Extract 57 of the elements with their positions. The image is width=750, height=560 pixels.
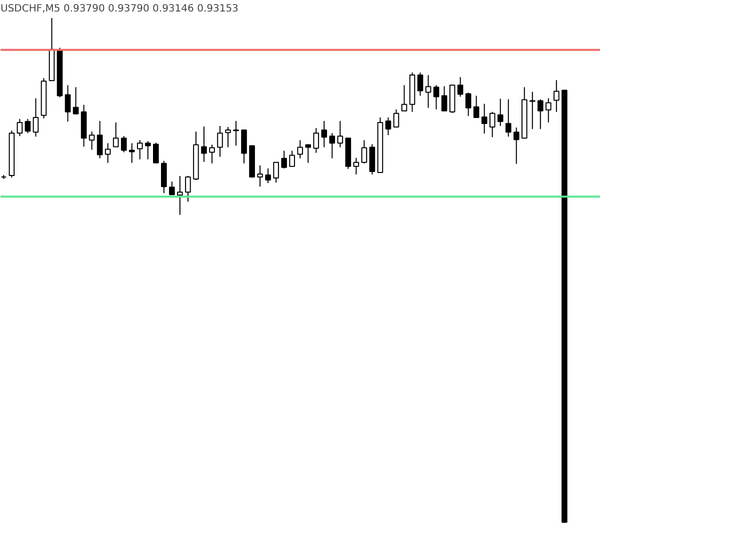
- candlestick: [144, 140, 151, 160]
- candlestick: [161, 160, 167, 194]
- candlestick: [169, 181, 175, 196]
- candlestick: [530, 91, 536, 130]
- candlestick: [329, 132, 336, 159]
- candlestick: [201, 126, 207, 162]
- candlestick: [393, 108, 400, 128]
- candlestick: [32, 98, 39, 138]
- candlestick: [120, 136, 127, 153]
- candlestick: [433, 84, 440, 110]
- candlestick: [72, 86, 79, 114]
- candlestick: [554, 80, 560, 112]
- candlestick: [457, 76, 464, 98]
- candlestick: [337, 120, 344, 148]
- chart-title: USDCHF,M5 0.93790 0.93790 0.93146 0.93153: [0, 4, 238, 14]
- candlestick: [546, 98, 552, 123]
- candlestick: [425, 74, 432, 108]
- candlestick: [489, 111, 496, 138]
- candlestick: [112, 122, 119, 148]
- candlestick: [257, 164, 263, 188]
- candlestick: [441, 86, 448, 112]
- candlestick: [241, 130, 247, 164]
- candlestick: [233, 120, 239, 146]
- candlestick: [297, 140, 304, 159]
- candlestick: [401, 84, 408, 112]
- candlestick: [96, 120, 103, 159]
- candlestick: [353, 157, 360, 175]
- candlestick: [64, 84, 71, 122]
- candlestick: [273, 162, 279, 184]
- candlestick: [225, 126, 231, 148]
- candlestick: [473, 95, 480, 118]
- candlestick: [481, 103, 488, 134]
- candlestick: [465, 92, 472, 116]
- candlestick: [513, 127, 520, 164]
- candlestick: [153, 142, 159, 164]
- candlestick: [16, 118, 23, 137]
- candlestick: [321, 120, 328, 148]
- candlestick: [505, 98, 512, 138]
- candlestick: [185, 175, 191, 202]
- candlestick: [305, 144, 312, 164]
- candlestick: [128, 142, 135, 164]
- candlestick: [104, 142, 111, 164]
- candlestick: [538, 98, 544, 130]
- candlestick: [361, 140, 368, 164]
- candlestick: [265, 168, 271, 184]
- candlestick: [209, 144, 215, 164]
- candlestick: [88, 131, 95, 150]
- candlestick: [385, 116, 392, 136]
- candlestick: [217, 126, 223, 158]
- candlestick: [177, 175, 183, 216]
- candlestick: [136, 140, 143, 160]
- candlestick: [417, 72, 424, 96]
- candlestick: [497, 98, 504, 127]
- candlestick: [289, 150, 295, 167]
- candlestick: [313, 128, 320, 154]
- candlestick: [281, 150, 287, 169]
- candlestick: [24, 118, 31, 134]
